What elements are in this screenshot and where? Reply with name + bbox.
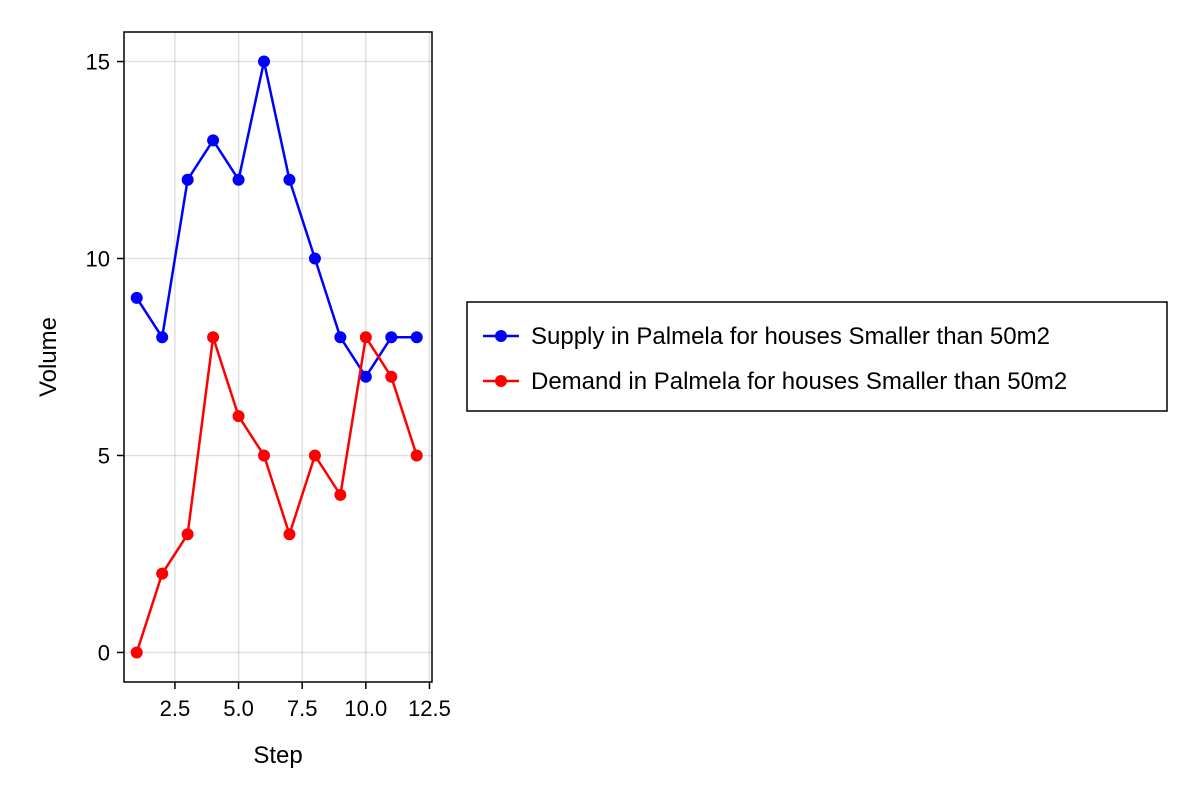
series-1-point [232,173,245,186]
series-2-point [181,528,194,541]
x-tick-label: 7.5 [287,696,318,721]
y-tick-label: 15 [86,50,110,75]
series-1-point [181,173,194,186]
legend: Supply in Palmela for houses Smaller tha… [466,301,1168,412]
series-2-point [130,646,143,659]
series-1-point [156,331,169,344]
series-2-point [334,488,347,501]
series-2-point [156,567,169,580]
series-2-point [410,449,423,462]
x-tick-label: 5.0 [223,696,254,721]
grid-lines [124,32,432,682]
y-tick-label: 0 [98,640,110,665]
series-1-point [308,252,321,265]
y-tick-label: 10 [86,247,110,272]
series-2-point [359,331,372,344]
legend-label-2: Demand in Palmela for houses Smaller tha… [531,368,1067,395]
series-2-point [308,449,321,462]
legend-label-1: Supply in Palmela for houses Smaller tha… [531,323,1050,350]
x-tick-label: 10.0 [344,696,387,721]
series-1-point [283,173,296,186]
series-1-point [334,331,347,344]
y-axis-label: Volume [35,317,62,397]
series-2-point [385,370,398,383]
series-1-point [359,370,372,383]
series-2-point [207,331,220,344]
legend-marker-2 [495,375,507,387]
series-2-point [232,410,245,423]
legend-box [466,301,1168,412]
series-line-2 [135,336,418,653]
axes: 2.5 5.0 7.5 10.0 12.5 0 5 10 15 [86,50,451,721]
series [130,55,423,659]
series-line-1 [135,60,417,378]
x-axis-label: Step [253,742,302,769]
series-2-point [258,449,270,462]
y-tick-label: 5 [98,443,110,468]
legend-entries: Supply in Palmela for houses Smaller tha… [483,323,1067,395]
plot-frame [123,31,433,683]
series-1-point [385,331,398,344]
series-1-point [258,55,270,68]
legend-marker-1 [495,330,507,342]
series-1-point [410,331,423,344]
x-tick-label: 12.5 [408,696,451,721]
x-tick-label: 2.5 [160,696,191,721]
series-1-point [130,291,143,304]
series-2-point [283,528,296,541]
series-1-point [207,134,220,147]
